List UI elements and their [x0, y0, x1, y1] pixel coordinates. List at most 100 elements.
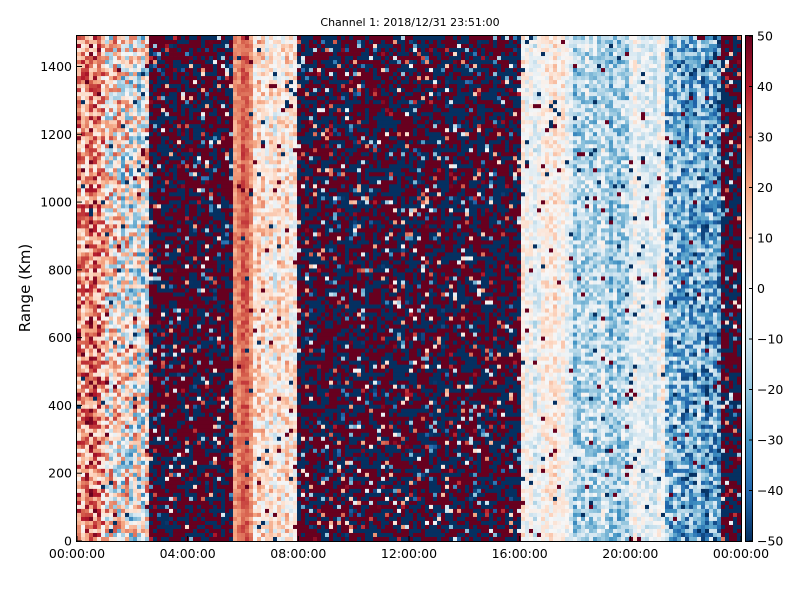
heatmap-cell: [173, 432, 178, 438]
heatmap-cell: [105, 112, 110, 117]
heatmap-cell: [105, 488, 110, 494]
heatmap-cell: [169, 100, 174, 105]
heatmap-cell: [221, 344, 226, 350]
heatmap-cell: [133, 284, 138, 289]
heatmap-cell: [185, 124, 190, 129]
heatmap-cell: [209, 504, 214, 510]
heatmap-cell: [213, 224, 218, 229]
heatmap-cell: [229, 452, 234, 458]
heatmap-cell: [137, 212, 142, 217]
heatmap-cell: [153, 400, 158, 406]
heatmap-cell: [85, 144, 90, 149]
heatmap-cell: [185, 520, 190, 526]
heatmap-cell: [97, 172, 102, 177]
heatmap-cell: [105, 120, 110, 125]
heatmap-cell: [173, 336, 178, 342]
heatmap-cell: [201, 308, 206, 313]
heatmap-cell: [77, 452, 82, 458]
heatmap-cell: [137, 172, 142, 177]
heatmap-cell: [129, 152, 134, 157]
heatmap-cell: [225, 228, 230, 233]
heatmap-cell: [97, 224, 102, 229]
heatmap-cell: [113, 112, 118, 117]
heatmap-cell: [201, 300, 206, 305]
heatmap-cell: [209, 172, 214, 177]
heatmap-cell: [121, 116, 126, 121]
heatmap-cell: [93, 296, 98, 301]
heatmap-cell: [101, 140, 106, 145]
heatmap-cell: [153, 120, 158, 125]
heatmap-cell: [121, 296, 126, 301]
heatmap-cell: [165, 232, 170, 237]
heatmap-cell: [97, 412, 102, 418]
heatmap-cell: [121, 300, 126, 305]
heatmap-cell: [121, 204, 126, 209]
heatmap-cell: [165, 440, 170, 446]
heatmap-cell: [121, 352, 126, 358]
heatmap-cell: [169, 188, 174, 193]
heatmap-cell: [153, 128, 158, 133]
heatmap-cell: [181, 524, 186, 530]
heatmap-cell: [105, 136, 110, 141]
heatmap-cell: [101, 352, 106, 358]
heatmap-cell: [181, 480, 186, 486]
heatmap-cell: [109, 248, 114, 253]
heatmap-cell: [221, 288, 226, 293]
heatmap-cell: [149, 452, 154, 458]
heatmap-cell: [117, 84, 122, 89]
heatmap-cell: [225, 220, 230, 225]
heatmap-cell: [181, 244, 186, 249]
heatmap-cell: [213, 400, 218, 406]
heatmap-cell: [81, 512, 86, 518]
heatmap-cell: [93, 192, 98, 197]
heatmap-cell: [81, 528, 86, 534]
heatmap-cell: [125, 464, 130, 470]
heatmap-cell: [217, 416, 222, 422]
heatmap-cell: [149, 376, 154, 382]
heatmap-cell: [77, 196, 82, 201]
heatmap-cell: [113, 144, 118, 149]
heatmap-cell: [133, 136, 138, 141]
heatmap-cell: [221, 284, 226, 289]
heatmap-cell: [181, 68, 186, 73]
heatmap-cell: [217, 232, 222, 237]
heatmap-cell: [129, 400, 134, 406]
heatmap-cell: [97, 236, 102, 241]
heatmap-cell: [149, 236, 154, 241]
heatmap-cell: [97, 88, 102, 93]
heatmap-cell: [109, 244, 114, 249]
heatmap-cell: [81, 176, 86, 181]
heatmap-cell: [113, 508, 118, 514]
heatmap-cell: [189, 460, 194, 466]
heatmap-cell: [85, 236, 90, 241]
heatmap-cell: [201, 204, 206, 209]
heatmap-cell: [117, 56, 122, 61]
heatmap-cell: [233, 316, 238, 321]
heatmap-cell: [89, 300, 94, 305]
heatmap-cell: [81, 72, 86, 77]
heatmap-cell: [181, 92, 186, 97]
heatmap-cell: [177, 76, 182, 81]
heatmap-cell: [177, 156, 182, 161]
heatmap-cell: [129, 220, 134, 225]
heatmap-cell: [149, 200, 154, 205]
heatmap-cell: [157, 436, 162, 442]
heatmap-cell: [145, 132, 150, 137]
heatmap-cell: [117, 524, 122, 530]
heatmap-cell: [89, 244, 94, 249]
heatmap-cell: [189, 64, 194, 69]
heatmap-cell: [229, 380, 234, 386]
heatmap-cell: [185, 148, 190, 153]
heatmap-cell: [117, 372, 122, 378]
heatmap-cell: [129, 100, 134, 105]
heatmap-cell: [165, 52, 170, 57]
heatmap-cell: [209, 240, 214, 245]
heatmap-cell: [137, 312, 142, 317]
heatmap-cell: [93, 408, 98, 414]
heatmap-cell: [113, 80, 118, 85]
heatmap-cell: [173, 260, 178, 265]
heatmap-cell: [125, 160, 130, 165]
heatmap-cell: [129, 404, 134, 410]
heatmap-cell: [193, 376, 198, 382]
heatmap-cell: [205, 356, 210, 362]
